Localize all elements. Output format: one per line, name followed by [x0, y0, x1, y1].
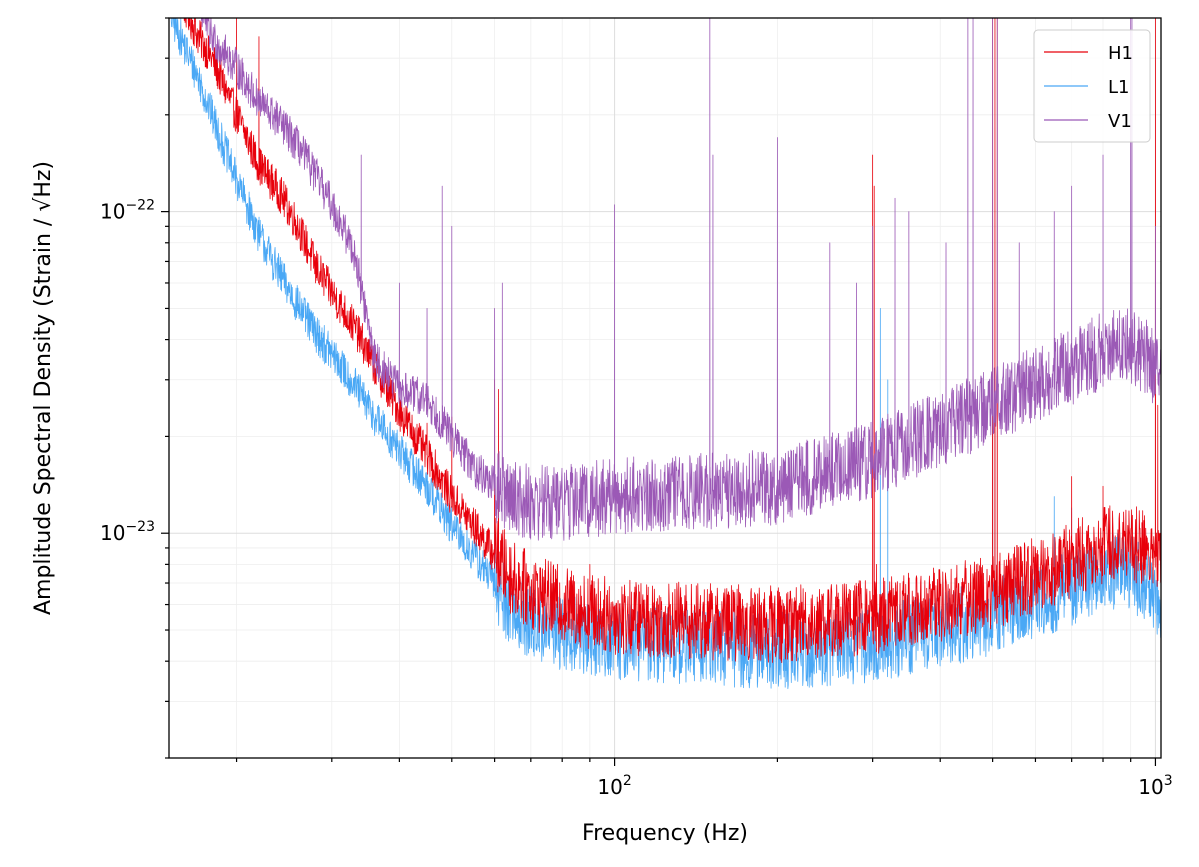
series-line-v1	[200, 18, 1161, 541]
legend-label-l1: L1	[1108, 77, 1129, 98]
y-tick-exponent: −23	[125, 519, 155, 535]
legend: H1 L1 V1	[1033, 29, 1151, 143]
x-tick-label: 102	[597, 773, 631, 799]
y-tick-exponent: −22	[125, 198, 155, 214]
x-tick-label: 103	[1138, 773, 1172, 799]
series-layer	[169, 18, 1161, 690]
legend-label-h1: H1	[1108, 43, 1133, 64]
legend-box	[1033, 29, 1151, 143]
legend-label-v1: V1	[1108, 111, 1132, 132]
x-axis-label: Frequency (Hz)	[582, 821, 748, 846]
x-tick-exponent: 3	[1164, 773, 1173, 789]
y-axis-label: Amplitude Spectral Density (Strain / √Hz…	[31, 161, 56, 615]
x-tick-exponent: 2	[623, 773, 632, 789]
plot-frame	[168, 17, 1162, 759]
